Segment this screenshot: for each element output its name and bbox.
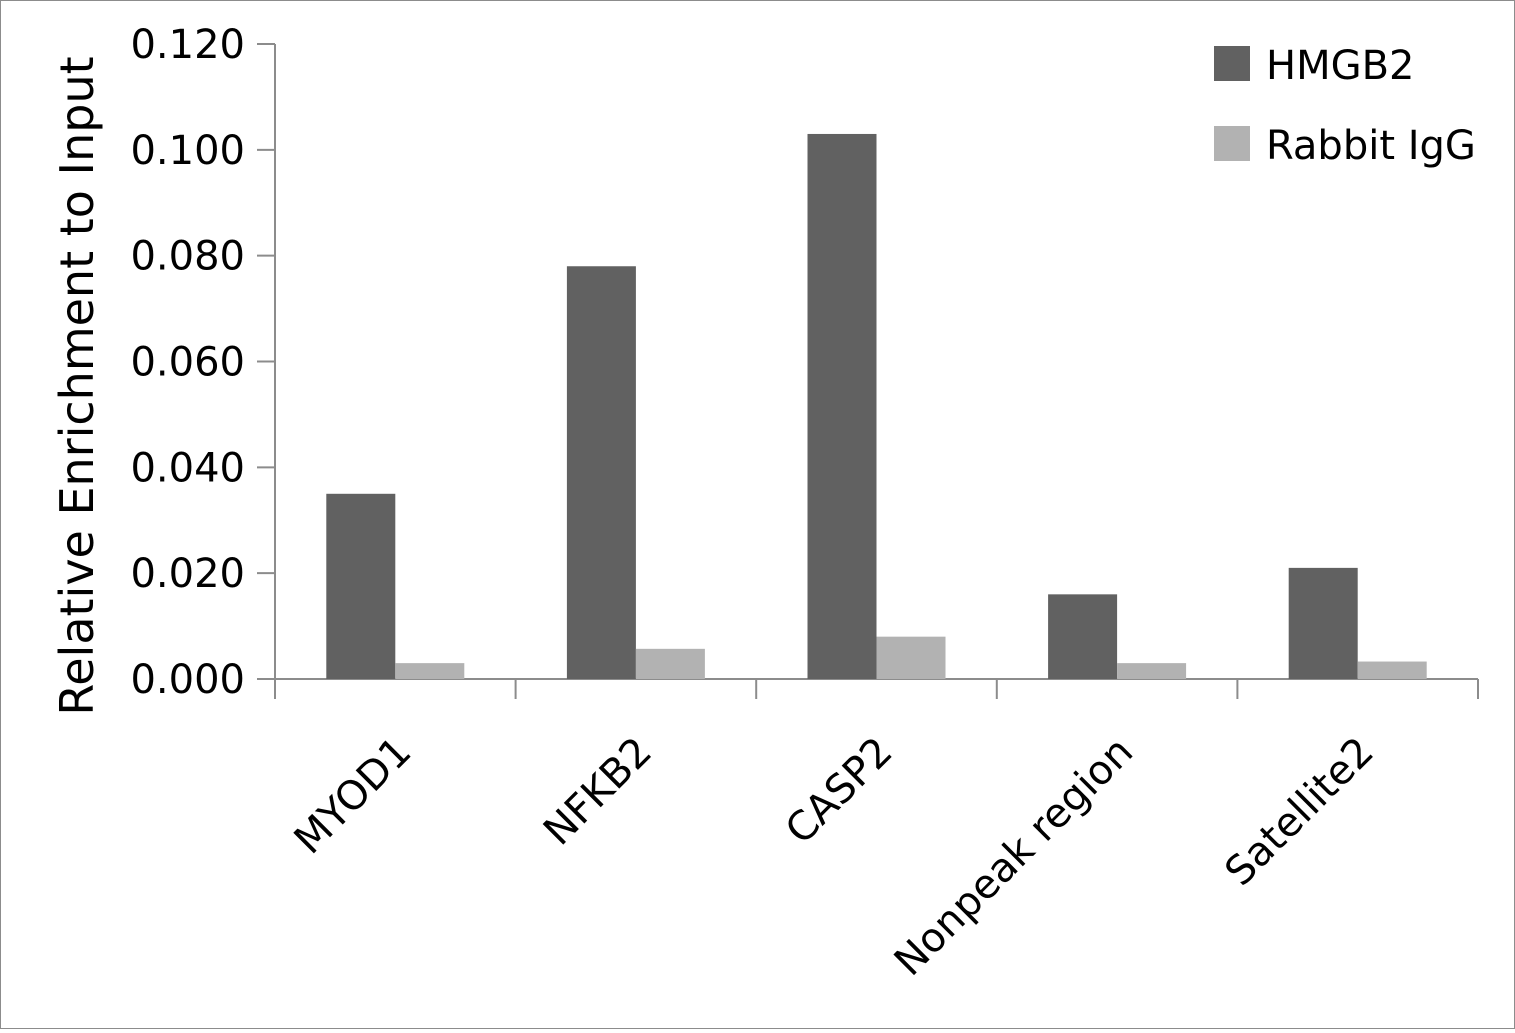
y-tick-label: 0.020 (130, 551, 245, 597)
bar-hmgb2 (1048, 594, 1118, 679)
y-tick-label: 0.120 (130, 22, 245, 68)
legend-label: Rabbit IgG (1266, 123, 1476, 169)
bar-hmgb2 (326, 493, 396, 679)
y-axis-title: Relative Enrichment to Input (50, 56, 104, 715)
bar-hmgb2 (807, 133, 877, 680)
x-category-label: CASP2 (777, 729, 902, 854)
x-category-label: Satellite2 (1216, 729, 1382, 895)
x-category-label: NFKB2 (535, 729, 661, 855)
bars (326, 133, 1427, 680)
bar-rabbit-igg (876, 636, 946, 679)
legend-label: HMGB2 (1266, 43, 1414, 89)
y-tick-label: 0.080 (130, 234, 245, 280)
y-tick-label: 0.060 (130, 340, 245, 386)
bar-rabbit-igg (1117, 663, 1187, 679)
y-axis: 0.000 0.020 0.040 0.060 0.080 0.100 0.120 (130, 22, 276, 703)
bar-hmgb2 (1288, 567, 1358, 679)
y-tick-label: 0.100 (130, 128, 245, 174)
x-category-label: Nonpeak region (886, 729, 1142, 985)
bar-rabbit-igg (1357, 661, 1427, 679)
bar-rabbit-igg (635, 648, 705, 679)
bar-hmgb2 (566, 266, 636, 679)
x-category-label: MYOD1 (286, 729, 421, 864)
legend-swatch (1214, 126, 1250, 161)
legend-swatch (1214, 46, 1250, 81)
bar-rabbit-igg (395, 663, 465, 679)
y-tick-label: 0.000 (130, 657, 245, 703)
y-tick-label: 0.040 (130, 445, 245, 491)
legend: HMGB2 Rabbit IgG (1214, 43, 1476, 169)
